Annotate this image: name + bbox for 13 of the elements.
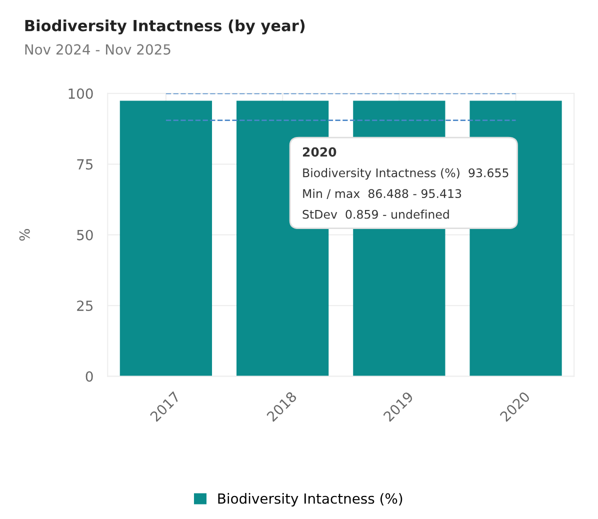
y-tick-label: 75 [77, 159, 93, 170]
chart-title: Biodiversity Intactness (by year) [25, 20, 305, 34]
y-tick-label: 0 [86, 371, 93, 382]
y-tick-label: 25 [77, 300, 93, 312]
legend-label: Biodiversity Intactness (%) [218, 493, 402, 506]
y-axis-title: % [19, 229, 30, 241]
annotation: 2020 [302, 147, 336, 157]
annotation: Min / max 86.488 - 95.413 [303, 188, 462, 199]
y-tick-label: 50 [77, 230, 93, 240]
y-tick-label: 100 [68, 88, 93, 99]
chart-subtitle: Nov 2024 - Nov 2025 [25, 44, 170, 55]
annotation: StDev 0.859 - undefined [302, 210, 449, 219]
annotation: Biodiversity Intactness (%) 93.655 [303, 168, 508, 180]
